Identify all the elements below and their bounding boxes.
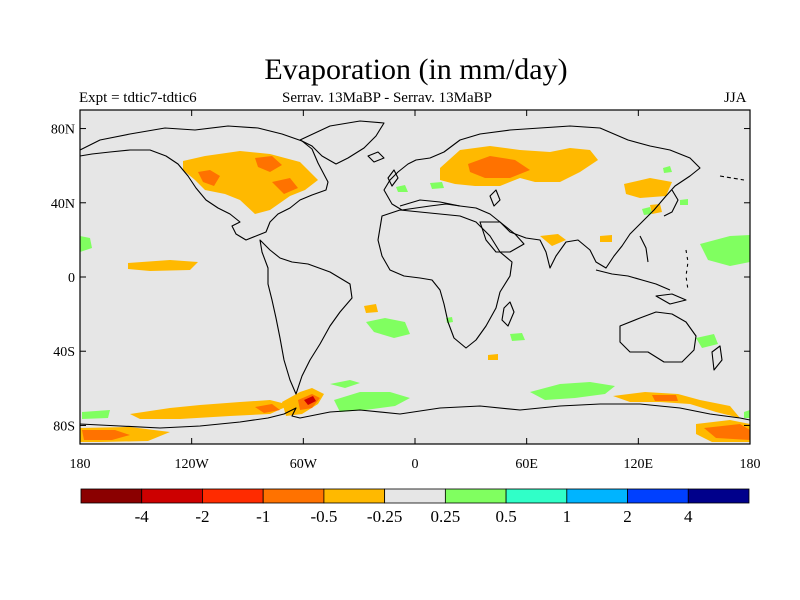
anomaly-patch-south-atlantic-small [364,304,378,313]
anomaly-patch-south-pacific-strong [255,404,280,413]
colorbar-label: 0.5 [495,507,516,526]
anomaly-patch-north-america-strong [272,178,298,194]
coastline-indonesia [595,269,671,291]
coastline-north-america [79,125,329,241]
anomaly-patch-green-pacific-southern [82,410,110,419]
anomaly-patch-ross-sea-east-strong [704,424,750,440]
lon-tick-label: 0 [412,457,419,472]
colorbar-swatch [566,488,628,504]
anomaly-patch-green-indian-ocean [510,333,525,341]
coastline-greenland [299,120,385,165]
anomaly-patch-green-west-pacific [700,235,750,266]
coastline-caspian [489,189,501,207]
colorbar-swatch [323,488,386,504]
colorbar: -4 -2 -1 -0.5 -0.25 0.25 0.5 1 2 4 [80,488,750,526]
coastline-mediterranean [399,199,461,207]
colorbar-swatch [687,488,750,504]
colorbar-label: -0.5 [310,507,337,526]
anomaly-patch-india [540,234,566,246]
coastline-australia [619,311,697,363]
coastline-arabia [479,221,525,253]
season-label: JJA [724,90,747,106]
experiment-label: Expt = tdtic7-tdtic6 [79,90,197,106]
lon-tick-label: 180 [740,457,761,472]
lon-tick-label: 180 [70,457,91,472]
coastline-south-america [259,239,353,395]
latitude-axis: 80N 40N 0 40S 80S [51,123,750,434]
lon-tick-label: 120E [624,457,654,472]
colorbar-label: 4 [684,507,693,526]
lat-tick-label: 40S [53,345,75,360]
colorbar-swatch [505,488,568,504]
lat-tick-label: 0 [68,271,75,286]
anomaly-patch-east-pacific [128,260,198,271]
coastline-new-zealand [711,345,723,371]
anomaly-patch-green-europe [396,185,408,192]
anomaly-patch-green-siberia [663,166,672,173]
colorbar-label: 0.25 [430,507,460,526]
lat-tick-label: 40N [51,197,75,212]
coastlines [79,120,751,429]
anomaly-patch-north-america-strong [198,170,220,186]
coastline-eurasia [383,125,701,269]
map-title: Evaporation (in mm/day) [264,53,568,86]
anomaly-patch-green-southern-ocean [334,392,410,412]
anomaly-patch-green-tasman [696,334,718,348]
colorbar-label: -1 [256,507,270,526]
anomaly-patch-green-pacific-edge [80,236,92,252]
colorbar-swatch [262,488,325,504]
colorbar-label: -2 [195,507,209,526]
anomaly-patch-south-small [488,354,498,360]
lat-tick-label: 80S [53,419,75,434]
coastline-uk [387,169,399,187]
map-panel: 80N 40N 0 40S 80S 180 120W 60W 0 60E 120E 180 [51,109,761,472]
lon-tick-label: 60W [290,457,318,472]
anomaly-contours [80,146,750,442]
longitude-axis: 180 120W 60W 0 60E 120E 180 [70,110,761,472]
colorbar-label: -4 [135,507,150,526]
coastline-iceland [367,151,385,163]
colorbar-label: 1 [563,507,572,526]
colorbar-swatch [202,488,264,504]
anomaly-patch-east-asia [624,178,672,198]
anomaly-patch-pacific-small [600,235,612,242]
anomaly-patch-green-south-atlantic-low [330,380,360,388]
anomaly-patch-green-japan [642,207,652,215]
coastline-africa [377,209,513,349]
anomaly-patch-eurasia-strong [468,156,530,178]
lon-tick-label: 120W [175,457,210,472]
anomaly-patch-north-america [183,151,318,214]
anomaly-patch-south-pacific [130,400,290,419]
colorbar-swatch [444,488,507,504]
colorbar-label: 2 [623,507,632,526]
colorbar-swatch [627,488,689,504]
colorbar-swatch [384,488,446,504]
coastline-antarctica [79,403,751,429]
anomaly-patch-green-indian-southern [530,382,615,400]
coastline-madagascar [501,301,515,327]
anomaly-patch-indian-ocean-south [613,392,740,418]
coastline-japan [663,189,679,217]
lon-tick-label: 60E [515,457,538,472]
anomaly-patch-green-central-asia [430,182,444,189]
anomaly-patch-ross-sea-strong [82,430,130,440]
colorbar-label: -0.25 [367,507,402,526]
anomaly-patch-indian-ocean-south-strong [652,395,678,401]
coastline-new-guinea [655,293,687,305]
anomaly-patch-green-far-south [744,410,750,418]
anomaly-patch-north-america-strong [255,156,282,172]
lat-tick-label: 80N [51,123,75,138]
anomaly-patch-drake-passage-core [304,396,316,405]
colorbar-swatch [141,488,203,504]
colorbar-swatch [80,488,143,504]
coastline-philippines [639,235,649,263]
anomaly-patch-green-nw-pacific [680,199,688,205]
anomaly-patch-green-south-atlantic [366,318,410,338]
comparison-label: Serrav. 13MaBP - Serrav. 13MaBP [282,90,492,106]
